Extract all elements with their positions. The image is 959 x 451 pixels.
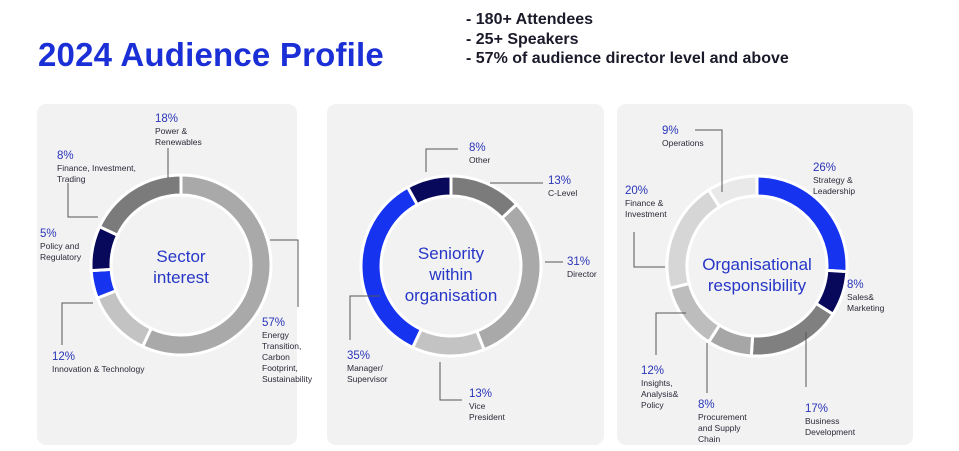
leader-line — [349, 295, 380, 340]
slice-label: 57% Energy Transition, Carbon Footprint, … — [262, 316, 312, 385]
donut-slice — [95, 288, 154, 349]
leader-line — [425, 148, 458, 172]
slice-label: 13% Vice President — [469, 387, 505, 423]
slice-label: 8% Other — [469, 141, 490, 166]
slice-percent: 8% — [698, 399, 715, 411]
slice-name: Business Development — [805, 416, 856, 437]
donut-slice — [706, 174, 759, 209]
slice-label: 5% Policy and Regulatory — [40, 227, 81, 263]
slice-percent: 13% — [548, 175, 572, 187]
slice-label: 26% Strategy & Leadership — [813, 161, 855, 197]
donut-slice — [89, 267, 118, 301]
slice-percent: 12% — [641, 365, 665, 377]
slice-percent: 17% — [805, 403, 829, 415]
slice-percent: 9% — [662, 125, 679, 137]
slice-percent: 20% — [625, 185, 649, 197]
slice-percent: 26% — [813, 162, 837, 174]
slice-name: Innovation & Technology — [52, 364, 145, 374]
donut-chart — [665, 174, 849, 358]
donut-chart — [359, 174, 543, 358]
slice-label: 13% C-Level — [548, 174, 577, 199]
slice-name: Strategy & Leadership — [813, 175, 856, 196]
highlights-list: - 180+ Attendees - 25+ Speakers - 57% of… — [466, 10, 789, 69]
highlight-director-level: - 57% of audience director level and abo… — [466, 50, 789, 67]
sector-interest-title: Sector interest — [153, 247, 209, 287]
slice-label: 9% Operations — [662, 124, 704, 149]
highlight-attendees: - 180+ Attendees — [466, 11, 594, 28]
slice-label: 8% Procurement and Supply Chain — [698, 398, 747, 445]
slice-label: 18% Power & Renewables — [155, 112, 202, 148]
slice-percent: 12% — [52, 351, 76, 363]
slice-label: 31% Director — [567, 255, 597, 280]
slice-percent: 8% — [57, 150, 74, 162]
slice-percent: 5% — [40, 228, 57, 240]
slice-name: Finance & Investment — [625, 198, 667, 219]
donut-slice — [410, 327, 487, 358]
slice-name: Sales& Marketing — [847, 292, 885, 313]
donut-slice — [97, 173, 183, 238]
slice-percent: 13% — [469, 388, 493, 400]
slice-name: Policy and Regulatory — [40, 241, 82, 262]
slice-name: Other — [469, 155, 491, 165]
slice-percent: 35% — [347, 350, 371, 362]
slice-name: Power & Renewables — [155, 126, 202, 147]
slice-name: Insights, Analysis& Policy — [641, 378, 679, 410]
slice-name: Vice President — [469, 401, 505, 422]
slice-percent: 57% — [262, 317, 286, 329]
leader-line — [633, 232, 665, 268]
slice-label: 35% Manager/ Supervisor — [347, 349, 388, 385]
responsibility-title: Organisational responsibility — [702, 255, 812, 295]
slice-name: Finance, Investment, Trading — [57, 163, 136, 184]
leader-line — [695, 129, 723, 192]
leader-line — [270, 239, 299, 307]
leader-line — [439, 362, 462, 401]
leader-lines — [61, 129, 807, 401]
slice-name: Energy Transition, Carbon Footprint, Sus… — [262, 330, 313, 384]
seniority-title: Seniority within organisation — [404, 244, 498, 305]
slice-name: Operations — [662, 138, 704, 148]
slice-name: Director — [567, 269, 597, 279]
slice-percent: 8% — [469, 142, 486, 154]
slice-label: 8% Sales& Marketing — [847, 278, 884, 314]
slice-name: C-Level — [548, 188, 578, 198]
donut-chart — [89, 173, 273, 357]
slice-label: 8% Finance, Investment, Trading — [57, 149, 136, 185]
leader-line — [655, 312, 686, 355]
leader-line — [61, 302, 93, 345]
slice-label: 12% Insights, Analysis& Policy — [641, 364, 678, 411]
slice-label: 17% Business Development — [805, 402, 855, 438]
highlight-speakers: - 25+ Speakers — [466, 30, 579, 48]
slice-label: 20% Finance & Investment — [625, 184, 667, 220]
slice-name: Manager/ Supervisor — [347, 363, 388, 384]
slice-label: 12% Innovation & Technology — [52, 350, 144, 375]
donut-slice — [140, 173, 273, 357]
donut-slice — [405, 174, 453, 207]
slice-percent: 31% — [567, 256, 591, 268]
page-title: 2024 Audience Profile — [38, 36, 384, 73]
slice-name: Procurement and Supply Chain — [698, 412, 747, 444]
slice-percent: 18% — [155, 113, 179, 125]
slice-percent: 8% — [847, 279, 864, 291]
leader-line — [67, 183, 98, 218]
donut-slice — [749, 301, 836, 358]
